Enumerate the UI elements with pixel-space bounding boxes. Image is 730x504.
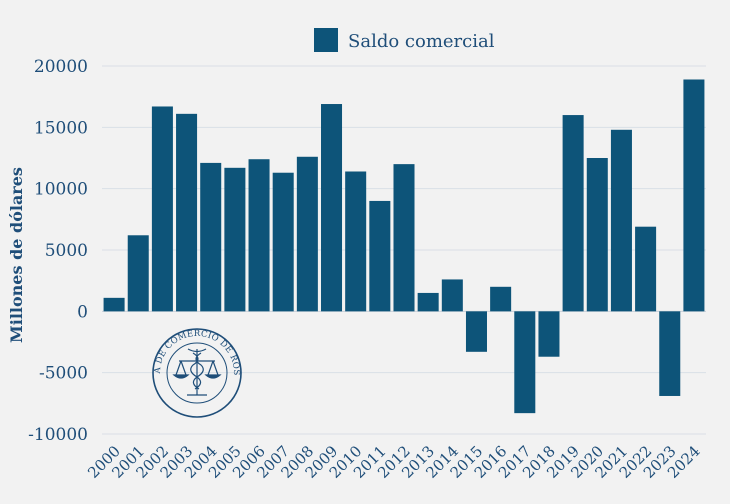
y-tick-label: -5000 [39,364,88,384]
bar-2012 [393,164,415,312]
bar-2023 [659,311,681,396]
x-axis-ticks: 2000200120022003200420052006200720082009… [84,442,704,482]
bar-2004 [200,162,222,312]
y-tick-label: 5000 [45,241,88,261]
bar-2009 [321,104,343,312]
bar-2002 [151,106,173,312]
y-tick-label: 10000 [34,180,88,200]
y-tick-label: 15000 [34,118,88,138]
bar-2018 [538,311,560,357]
y-axis-label: Millones de dólares [7,167,26,343]
bars [103,79,705,414]
legend-swatch [314,28,338,52]
bar-2008 [296,156,318,312]
bar-2020 [586,158,608,312]
bar-2005 [224,167,246,312]
bar-2021 [610,129,632,312]
caduceus-scales-icon [172,348,222,396]
bar-2007 [272,172,294,312]
bar-2019 [562,115,584,312]
bar-2017 [514,311,536,414]
bar-2024 [683,79,705,312]
bar-2011 [369,200,391,312]
bar-2013 [417,292,439,312]
bar-2000 [103,297,125,312]
bar-2001 [127,235,149,312]
y-tick-label: 20000 [34,57,88,77]
bar-2010 [345,171,367,312]
y-axis-ticks: 20000 15000 10000 5000 0 -5000 -10000 [28,57,88,445]
legend: Saldo comercial [314,28,495,52]
y-tick-label: 0 [77,302,88,322]
legend-label: Saldo comercial [348,31,495,52]
bar-2014 [441,279,463,312]
bar-2015 [465,311,487,352]
bar-2003 [176,113,198,312]
y-tick-label: -10000 [28,425,88,445]
bar-2022 [635,226,657,312]
bar-2016 [490,286,512,312]
bar-2006 [248,159,270,312]
